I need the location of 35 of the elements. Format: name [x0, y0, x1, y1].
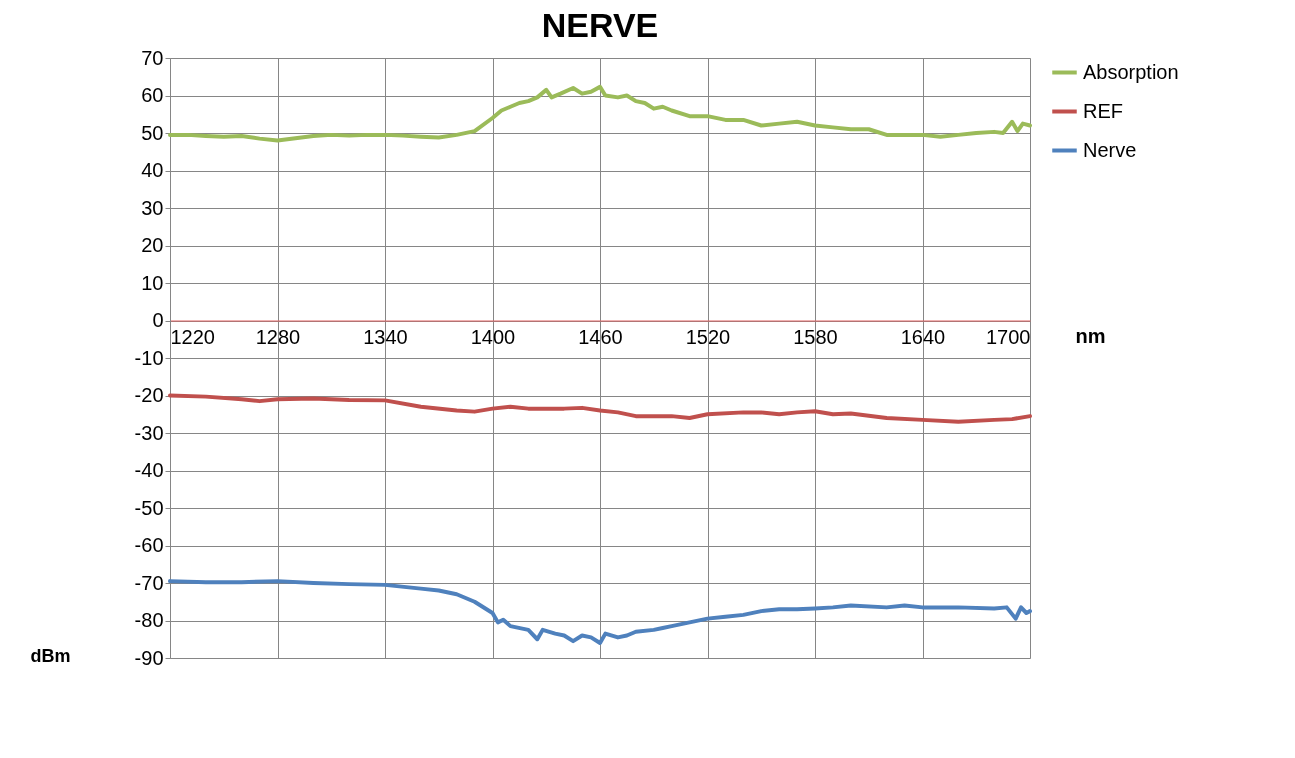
legend-label: REF [1083, 99, 1123, 122]
y-tick-label: 70 [141, 46, 164, 69]
y-tick-label: -20 [134, 384, 164, 406]
y-tick-label: -60 [134, 534, 164, 556]
legend-label: Absorption [1083, 60, 1179, 83]
y-tick-label: 0 [152, 309, 164, 331]
y-tick-label: -30 [134, 421, 164, 444]
x-axis-title: nm [1075, 325, 1106, 347]
y-tick-label: -50 [134, 496, 164, 519]
x-tick-label: 1700 [986, 326, 1031, 348]
y-tick-label: 50 [141, 121, 164, 144]
y-tick-label: 10 [141, 271, 164, 294]
chart-title: NERVE [541, 6, 659, 44]
y-tick-label: 40 [141, 159, 164, 181]
y-tick-label: 60 [141, 84, 164, 106]
line-series [168, 579, 1032, 645]
x-tick-label: 1580 [793, 326, 838, 348]
x-tick-label: 1280 [255, 326, 301, 348]
x-tick-label: 1400 [470, 326, 516, 348]
y-tick-label: -90 [134, 646, 164, 669]
y-tick-label: 20 [141, 234, 164, 256]
y-tick-label: -70 [134, 571, 164, 594]
line-series [168, 393, 1032, 424]
y-tick-label: -10 [134, 346, 164, 369]
x-tick-label: 1640 [900, 326, 946, 348]
legend-label: Nerve [1083, 138, 1137, 161]
y-tick-label: 30 [141, 196, 164, 219]
y-tick-label: -40 [134, 459, 164, 481]
y-axis-title: dBm [30, 645, 71, 666]
x-tick-label: 1220 [170, 326, 215, 348]
line-series [168, 84, 1032, 143]
y-tick-label: -80 [134, 609, 164, 631]
x-tick-label: 1520 [685, 326, 731, 348]
x-tick-label: 1460 [578, 326, 623, 348]
x-tick-label: 1340 [363, 326, 408, 348]
